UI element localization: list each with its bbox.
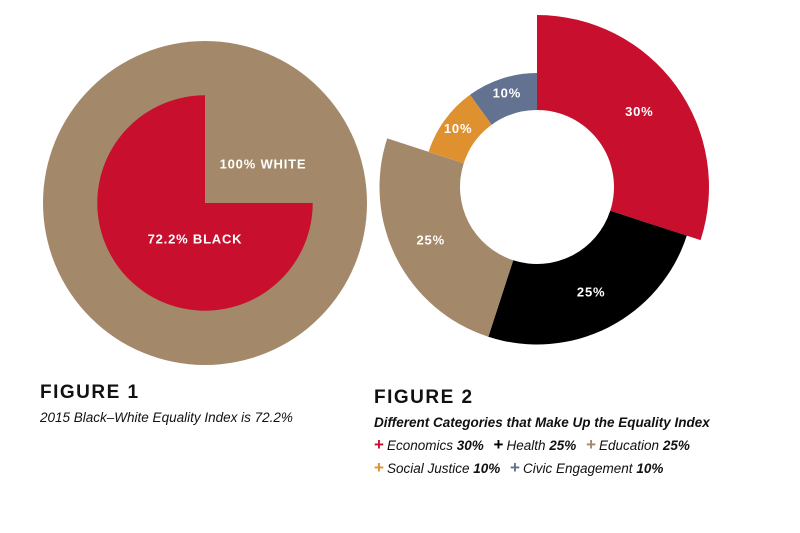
figure-2-slice-civic-engagement [469, 73, 537, 125]
legend-label-civic-engagement: Civic Engagement [522, 461, 633, 476]
legend-value-education: 25% [662, 438, 690, 453]
legend-item-civic-engagement: + Civic Engagement 10% [510, 458, 664, 477]
legend-label-education: Education [599, 438, 660, 453]
legend-marker-social-justice: + [374, 458, 384, 477]
figure-1-black-wedge [97, 95, 313, 311]
legend-marker-civic-engagement: + [510, 458, 520, 477]
figure-2-label-social-justice: 10% [444, 121, 472, 136]
legend-item-education: + Education 25% [586, 435, 690, 454]
figure-2-label-civic-engagement: 10% [493, 86, 521, 101]
figure-2-label-education: 25% [417, 233, 445, 248]
figure-2-slice-social-justice [428, 94, 492, 164]
figure-1-white-label: 100% WHITE [220, 156, 307, 171]
legend-value-civic-engagement: 10% [636, 461, 664, 476]
legend-value-social-justice: 10% [473, 461, 501, 476]
legend-label-health: Health [506, 438, 546, 453]
figure-2-caption: Different Categories that Make Up the Eq… [374, 415, 710, 430]
legend-marker-health: + [493, 435, 504, 454]
figure-2-slice-education [379, 138, 514, 337]
figure-1-title: FIGURE 1 [40, 382, 140, 403]
legend-item-social-justice: + Social Justice 10% [374, 458, 501, 477]
legend-marker-education: + [586, 435, 596, 454]
figure-1-black-label: 72.2% BLACK [148, 231, 243, 246]
figure-2-slice-health [488, 210, 687, 345]
figure-2-label-health: 25% [577, 285, 605, 300]
legend-item-health: + Health 25% [493, 435, 577, 454]
legend-label-economics: Economics [386, 438, 453, 453]
legend-value-health: 25% [549, 438, 577, 453]
figure-2-label-economics: 30% [625, 104, 653, 119]
legend-value-economics: 30% [456, 438, 484, 453]
figure-2-legend-row-2: + Social Justice 10% + Civic Engagement 10… [374, 459, 669, 476]
legend-label-social-justice: Social Justice [386, 461, 470, 476]
legend-item-economics: + Economics 30% [374, 435, 484, 454]
legend-marker-economics: + [374, 435, 384, 454]
figure-2-title: FIGURE 2 [374, 387, 474, 408]
figure-1-caption: 2015 Black–White Equality Index is 72.2% [40, 410, 293, 425]
figure-2-legend-row-1: + Economics 30% + Health 25% + Education 25… [374, 436, 696, 453]
figure-2-slice-economics [537, 15, 709, 241]
